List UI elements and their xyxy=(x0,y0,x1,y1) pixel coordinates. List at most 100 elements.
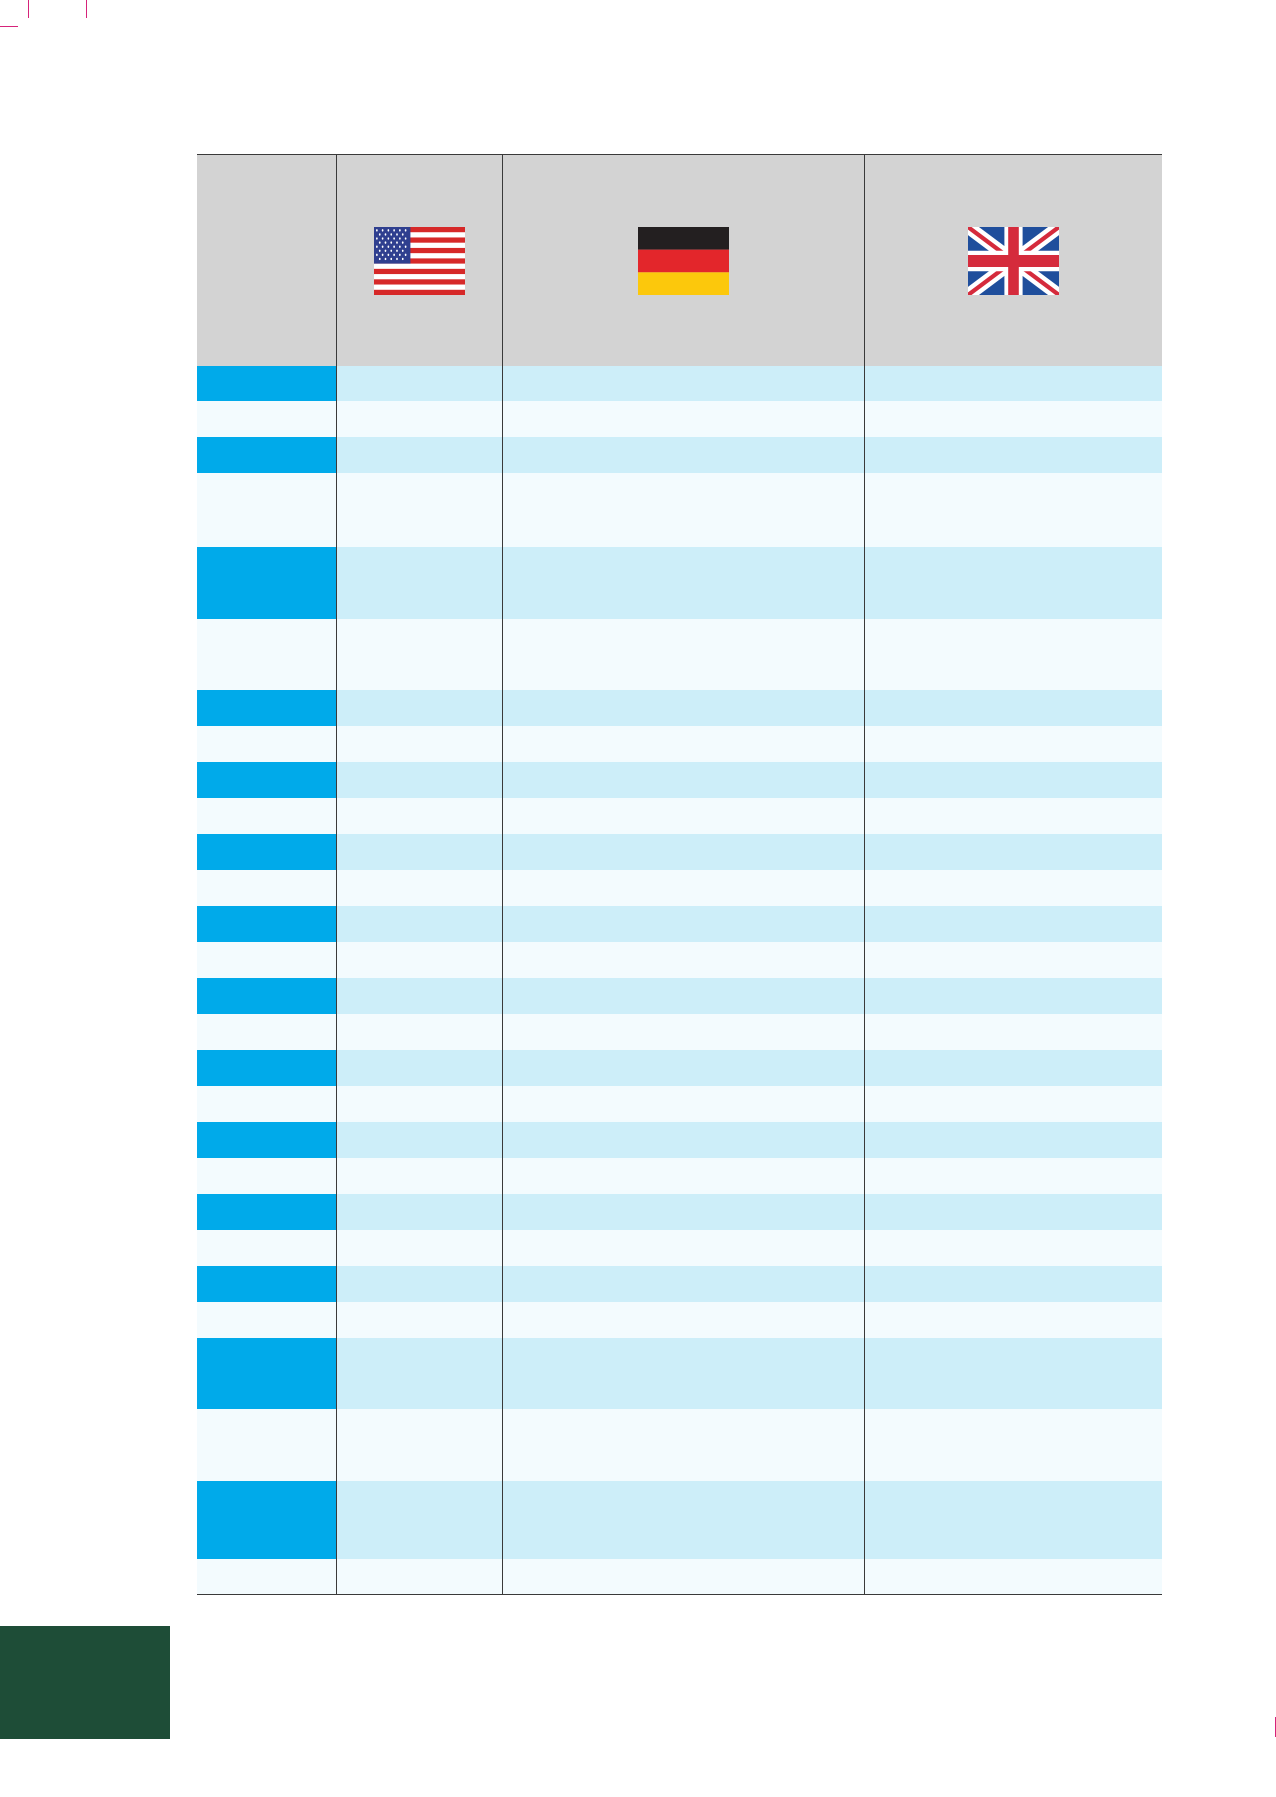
comparison-table xyxy=(197,154,1162,1595)
row-key-cell xyxy=(197,1559,336,1595)
table-row xyxy=(197,619,1162,690)
us-cell xyxy=(335,1086,502,1122)
row-key-cell xyxy=(197,1230,336,1266)
uk-cell xyxy=(863,1266,1162,1302)
us-cell xyxy=(335,1158,502,1194)
de-cell xyxy=(501,1409,864,1481)
germany-flag-icon xyxy=(637,226,729,295)
uk-cell xyxy=(863,1230,1162,1266)
us-cell xyxy=(335,798,502,834)
uk-cell xyxy=(863,762,1162,798)
row-key-cell xyxy=(197,473,336,547)
row-key-cell xyxy=(197,942,336,978)
table-row xyxy=(197,547,1162,619)
uk-cell xyxy=(863,1122,1162,1158)
table-row xyxy=(197,1050,1162,1086)
de-cell xyxy=(501,1050,864,1086)
header-uk-cell xyxy=(863,154,1162,366)
table-row xyxy=(197,1014,1162,1050)
us-cell xyxy=(335,1266,502,1302)
row-key-cell xyxy=(197,1014,336,1050)
table-row xyxy=(197,870,1162,906)
row-key-cell xyxy=(197,1194,336,1230)
row-key-cell xyxy=(197,906,336,942)
row-key-cell xyxy=(197,1409,336,1481)
row-key-cell xyxy=(197,1050,336,1086)
row-key-cell xyxy=(197,1302,336,1338)
de-cell xyxy=(501,366,864,401)
crop-mark xyxy=(0,26,18,27)
row-key-cell xyxy=(197,1122,336,1158)
us-cell xyxy=(335,1230,502,1266)
table-row xyxy=(197,1158,1162,1194)
table-row xyxy=(197,401,1162,437)
us-cell xyxy=(335,690,502,726)
table-row xyxy=(197,1302,1162,1338)
row-key-cell xyxy=(197,547,336,619)
us-cell xyxy=(335,870,502,906)
us-cell xyxy=(335,834,502,870)
row-key-cell xyxy=(197,1086,336,1122)
header-empty-cell xyxy=(197,154,336,366)
de-cell xyxy=(501,978,864,1014)
row-key-cell xyxy=(197,619,336,690)
de-cell xyxy=(501,473,864,547)
us-cell xyxy=(335,1302,502,1338)
de-cell xyxy=(501,1122,864,1158)
us-cell xyxy=(335,1338,502,1409)
de-cell xyxy=(501,1338,864,1409)
table-row xyxy=(197,1409,1162,1481)
de-cell xyxy=(501,1194,864,1230)
de-cell xyxy=(501,798,864,834)
header-germany-cell xyxy=(501,154,864,366)
flag-header-row xyxy=(197,154,1162,366)
row-key-cell xyxy=(197,690,336,726)
table-row xyxy=(197,942,1162,978)
us-cell xyxy=(335,762,502,798)
uk-cell xyxy=(863,978,1162,1014)
row-key-cell xyxy=(197,1338,336,1409)
row-key-cell xyxy=(197,978,336,1014)
uk-cell xyxy=(863,366,1162,401)
crop-mark xyxy=(28,0,29,18)
de-cell xyxy=(501,690,864,726)
uk-cell xyxy=(863,906,1162,942)
table-row xyxy=(197,690,1162,726)
uk-cell xyxy=(863,690,1162,726)
uk-cell xyxy=(863,1086,1162,1122)
uk-cell xyxy=(863,547,1162,619)
us-cell xyxy=(335,1050,502,1086)
uk-flag-icon xyxy=(967,226,1059,295)
de-cell xyxy=(501,1230,864,1266)
uk-cell xyxy=(863,1302,1162,1338)
uk-cell xyxy=(863,798,1162,834)
row-key-cell xyxy=(197,1158,336,1194)
de-cell xyxy=(501,547,864,619)
us-cell xyxy=(335,401,502,437)
us-cell xyxy=(335,1122,502,1158)
de-cell xyxy=(501,906,864,942)
us-cell xyxy=(335,619,502,690)
table-row xyxy=(197,834,1162,870)
table-row xyxy=(197,1194,1162,1230)
de-cell xyxy=(501,1086,864,1122)
uk-cell xyxy=(863,834,1162,870)
de-cell xyxy=(501,762,864,798)
us-cell xyxy=(335,942,502,978)
uk-cell xyxy=(863,1050,1162,1086)
row-key-cell xyxy=(197,1266,336,1302)
de-cell xyxy=(501,1014,864,1050)
us-cell xyxy=(335,437,502,473)
us-cell xyxy=(335,1559,502,1595)
row-key-cell xyxy=(197,1481,336,1559)
de-cell xyxy=(501,726,864,762)
us-cell xyxy=(335,1194,502,1230)
table-row xyxy=(197,906,1162,942)
row-key-cell xyxy=(197,834,336,870)
header-us-cell xyxy=(335,154,502,366)
de-cell xyxy=(501,1158,864,1194)
table-row xyxy=(197,1266,1162,1302)
us-cell xyxy=(335,547,502,619)
de-cell xyxy=(501,870,864,906)
table-row xyxy=(197,473,1162,547)
